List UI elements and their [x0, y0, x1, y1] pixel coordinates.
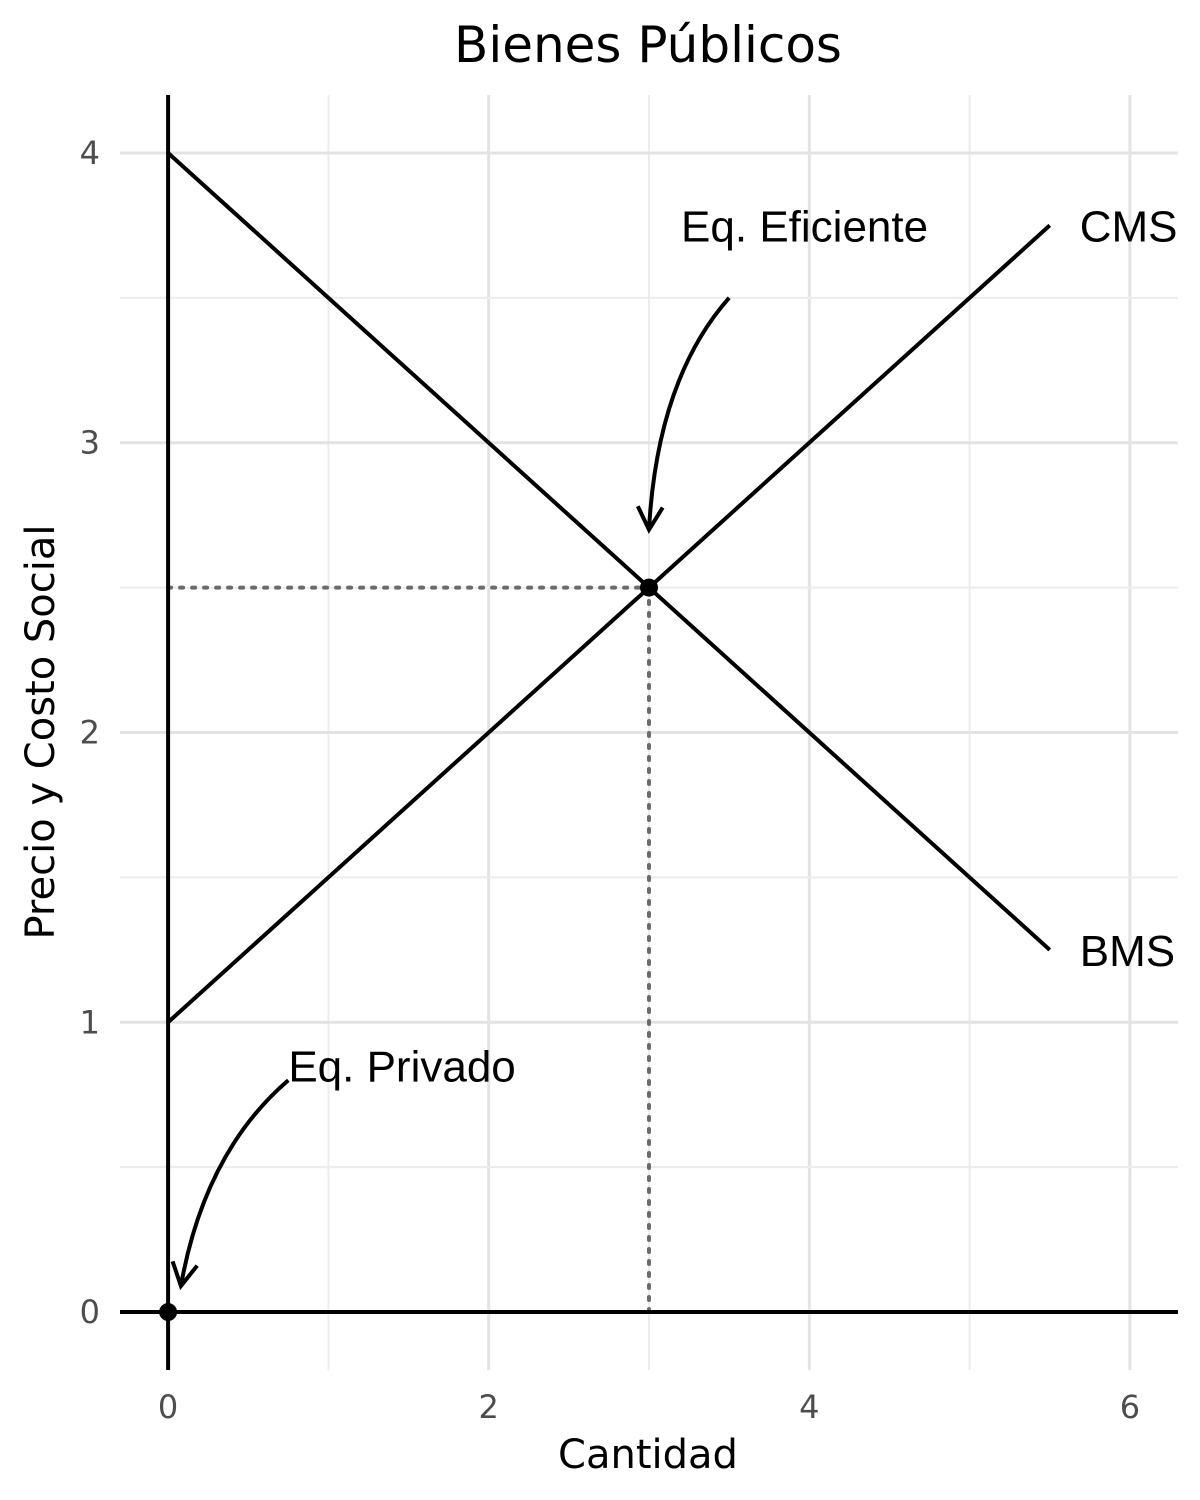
- x-tick-label: 0: [158, 1388, 178, 1426]
- series-label-cms: CMS: [1080, 202, 1178, 251]
- series-label-bms: BMS: [1080, 927, 1175, 976]
- y-tick-label: 3: [80, 424, 100, 462]
- y-axis-title: Precio y Costo Social: [18, 525, 64, 940]
- annotation-arrow: [178, 1078, 290, 1287]
- tick-labels: 0 2 4 6 0 1 2 3 4: [80, 134, 1140, 1426]
- x-tick-label: 2: [479, 1388, 499, 1426]
- y-tick-label: 2: [80, 714, 100, 752]
- series-line-cms: [166, 223, 1052, 1024]
- chart-title: Bienes Públicos: [454, 16, 842, 74]
- y-tick-label: 0: [80, 1293, 100, 1331]
- annotation-arrowhead: [170, 1260, 199, 1291]
- x-axis-title: Cantidad: [558, 1432, 738, 1478]
- series: [159, 151, 1052, 1322]
- series-line-bms: [166, 151, 1052, 952]
- data-point: [159, 1303, 178, 1322]
- y-tick-label: 4: [80, 134, 100, 172]
- annotation-label: Eq. Privado: [288, 1043, 515, 1092]
- x-tick-label: 6: [1120, 1388, 1140, 1426]
- annotation-arrow: [647, 296, 731, 530]
- axes: [120, 95, 1178, 1370]
- annotations: CMS BMS Eq. Eficiente Eq. Privado: [170, 202, 1178, 1291]
- annotation-arrowhead: [635, 505, 665, 534]
- annotation-label: Eq. Eficiente: [681, 202, 928, 251]
- reference-lines: [166, 585, 651, 1315]
- x-tick-label: 4: [799, 1388, 819, 1426]
- data-point: [640, 578, 658, 597]
- y-tick-label: 1: [80, 1003, 100, 1041]
